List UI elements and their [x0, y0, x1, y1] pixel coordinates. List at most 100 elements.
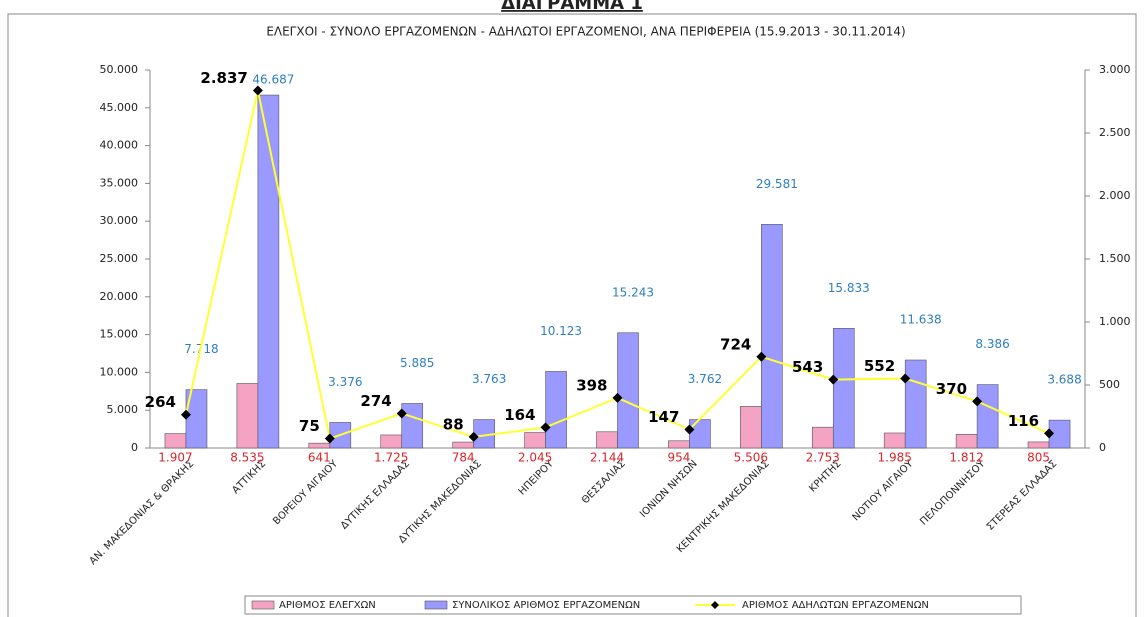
y-tick-label: 35.000 — [100, 176, 139, 189]
bar — [1027, 441, 1050, 449]
chart-frame — [7, 13, 1137, 617]
value-label: 2.144 — [590, 451, 624, 465]
line-marker — [468, 431, 479, 442]
y-tick-label: 45.000 — [100, 101, 139, 114]
legend-swatch — [251, 600, 275, 610]
value-label: 784 — [452, 451, 475, 465]
bar — [668, 440, 690, 449]
value-label: 8.386 — [975, 337, 1009, 351]
value-label: 1.812 — [949, 451, 983, 465]
bar — [811, 426, 834, 449]
line-value-label: 264 — [145, 393, 176, 411]
line-value-label: 116 — [1008, 412, 1039, 430]
line-marker — [1044, 428, 1055, 439]
bar — [308, 442, 331, 449]
bar — [740, 406, 762, 449]
y2-tick-label: 0 — [1099, 441, 1106, 454]
chart-title: ΕΛΕΓΧΟΙ - ΣΥΝΟΛΟ ΕΡΓΑΖΟΜΕΝΩΝ - ΑΔΗΛΩΤΟΙ … — [266, 25, 905, 39]
y2-tick-label: 2.000 — [1099, 189, 1131, 202]
y-tick-label: 30.000 — [100, 214, 139, 227]
value-label: 15.833 — [828, 281, 870, 295]
value-label: 10.123 — [540, 324, 582, 338]
value-label: 15.243 — [612, 285, 654, 299]
bar — [976, 384, 999, 449]
value-label: 3.688 — [1047, 373, 1081, 387]
legend-marker — [711, 601, 719, 609]
bar — [617, 332, 639, 449]
line-marker — [756, 351, 767, 362]
bar — [164, 433, 187, 449]
value-label: 5.885 — [400, 356, 434, 370]
value-label: 805 — [1027, 451, 1050, 465]
y-tick-label: 10.000 — [100, 365, 139, 378]
legend-label: ΣΥΝΟΛΙΚΟΣ ΑΡΙΘΜΟΣ ΕΡΓΑΖΟΜΕΝΩΝ — [452, 600, 640, 611]
line-value-label: 398 — [576, 376, 607, 394]
line-marker — [972, 396, 983, 407]
value-label: 5.506 — [734, 451, 768, 465]
line-value-label: 147 — [648, 408, 679, 426]
value-label: 3.763 — [472, 372, 506, 386]
header: ΔΙΑΓΡΑΜΜΑ 1 — [501, 0, 643, 14]
bar — [955, 434, 978, 449]
line-value-label: 88 — [443, 415, 464, 433]
value-label: 1.985 — [878, 451, 912, 465]
value-label: 11.638 — [900, 313, 942, 327]
value-label: 3.376 — [328, 375, 362, 389]
bar — [380, 434, 403, 449]
line-marker — [396, 408, 407, 419]
y-tick-label: 40.000 — [100, 139, 139, 152]
value-label: 46.687 — [252, 73, 294, 87]
value-label: 8.535 — [230, 451, 264, 465]
value-label: 954 — [667, 451, 690, 465]
line-value-label: 75 — [299, 417, 320, 435]
bar — [257, 94, 280, 449]
legend-box — [244, 595, 1022, 615]
y2-tick-label: 3.000 — [1099, 63, 1131, 76]
line-value-label: 2.837 — [200, 69, 247, 87]
legend-swatch — [424, 600, 448, 610]
y2-tick-label: 500 — [1099, 378, 1120, 391]
line-marker — [180, 409, 191, 420]
y-tick-label: 15.000 — [100, 328, 139, 341]
bar — [452, 441, 474, 449]
value-label: 1.907 — [158, 451, 192, 465]
value-label: 641 — [308, 451, 331, 465]
y-tick-label: 50.000 — [100, 63, 139, 76]
legend-label: ΑΡΙΘΜΟΣ ΕΛΕΓΧΩΝ — [279, 600, 376, 611]
bar — [761, 224, 783, 449]
line-marker — [612, 392, 623, 403]
bar — [883, 432, 906, 449]
value-label: 3.762 — [688, 372, 722, 386]
line-marker — [540, 422, 551, 433]
bar — [596, 431, 618, 449]
line-value-label: 543 — [792, 358, 823, 376]
bar — [545, 371, 567, 449]
line-value-label: 274 — [360, 392, 391, 410]
legend-label: ΑΡΙΘΜΟΣ ΑΔΗΛΩΤΩΝ ΕΡΓΑΖΟΜΕΝΩΝ — [742, 600, 929, 611]
bar — [689, 419, 711, 449]
bar — [236, 383, 259, 449]
line-marker — [684, 424, 695, 435]
value-label: 2.045 — [518, 451, 552, 465]
y-tick-label: 0 — [131, 441, 138, 454]
bar — [401, 403, 424, 449]
y-tick-label: 20.000 — [100, 290, 139, 303]
bar — [524, 432, 546, 449]
line-value-label: 552 — [864, 357, 895, 375]
line-value-label: 724 — [720, 335, 751, 353]
y2-tick-label: 1.500 — [1099, 252, 1131, 265]
line-marker — [828, 374, 839, 385]
y-tick-label: 5.000 — [107, 403, 139, 416]
line-marker — [324, 433, 335, 444]
y2-tick-label: 2.500 — [1099, 126, 1131, 139]
bar — [904, 359, 927, 449]
line-value-label: 370 — [936, 380, 967, 398]
line-value-label: 164 — [504, 406, 535, 424]
y-tick-label: 25.000 — [100, 252, 139, 265]
value-label: 2.753 — [806, 451, 840, 465]
bar — [832, 328, 855, 449]
value-label: 29.581 — [756, 177, 798, 191]
y2-tick-label: 1.000 — [1099, 315, 1131, 328]
